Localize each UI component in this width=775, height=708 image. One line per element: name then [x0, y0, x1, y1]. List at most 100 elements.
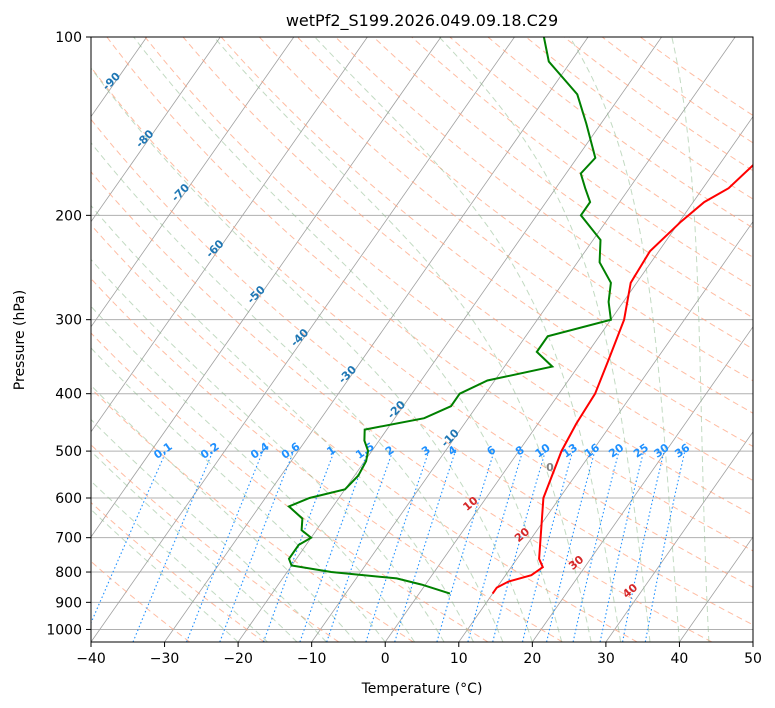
isotherm-label: -60: [203, 237, 226, 260]
mixing-ratio-line: [546, 450, 596, 642]
isotherm-line: [532, 326, 753, 642]
isotherm-label: -20: [385, 398, 408, 421]
y-tick-label: 900: [55, 595, 82, 611]
dry-adiabat-line: [91, 560, 191, 642]
mixing-ratio-line: [299, 450, 369, 642]
mixing-ratio-line: [521, 450, 574, 642]
dry-adiabat-line: [449, 37, 753, 258]
dry-adiabat-line: [91, 444, 340, 642]
x-tick-label: −40: [76, 651, 106, 667]
dry-adiabat-line: [91, 277, 563, 642]
dry-adiabat-line: [601, 37, 753, 144]
moist-adiabat-line: [133, 37, 563, 642]
moist-adiabat-line: [671, 37, 710, 642]
dry-adiabat-line: [373, 37, 753, 319]
dry-adiabat-line: [525, 37, 753, 200]
mixing-ratio-label: 0.2: [198, 440, 221, 462]
isotherm-line: [91, 37, 221, 223]
dry-adiabat-line: [91, 118, 753, 626]
isotherm-label: -30: [336, 363, 359, 386]
y-tick-label: 700: [55, 531, 82, 547]
dry-adiabat-line: [297, 37, 753, 382]
dry-adiabat-label: 30: [566, 553, 586, 573]
mixing-ratio-label: 16: [582, 441, 602, 461]
isotherm-line: [91, 37, 295, 328]
y-tick-label: 600: [55, 491, 82, 507]
x-tick-label: 30: [597, 651, 615, 667]
isotherm-line: [752, 641, 753, 642]
mixing-ratio-label: 20: [606, 441, 626, 461]
mixing-ratio-line: [492, 450, 546, 642]
dry-adiabat-line: [258, 37, 753, 414]
mixing-ratio-label: 25: [631, 441, 651, 460]
dry-adiabat-line: [487, 37, 753, 229]
moist-adiabat-line: [91, 305, 416, 642]
isotherm-line: [384, 115, 753, 642]
y-tick-label: 200: [55, 208, 82, 224]
moist-adiabat-line: [91, 204, 474, 642]
x-tick-label: 50: [744, 651, 762, 667]
mixing-ratio-line: [599, 450, 645, 642]
isotherm-line: [91, 37, 442, 538]
x-tick-label: 10: [450, 651, 468, 667]
dry-adiabat-line: [144, 37, 753, 516]
mixing-ratio-line: [262, 450, 335, 642]
mixing-ratio-line: [572, 450, 620, 642]
mixing-ratio-label: 0.1: [151, 440, 174, 462]
mixing-ratio-label: 13: [560, 441, 580, 460]
mixing-ratio-line: [436, 450, 495, 642]
isotherm-line: [679, 536, 753, 642]
dry-adiabat-line: [411, 37, 753, 288]
isotherm-line: [164, 37, 589, 642]
moist-adiabat-line: [314, 37, 622, 642]
plot-frame: [90, 36, 754, 643]
dry-adiabat-label: 10: [461, 494, 481, 514]
moist-adiabat-line: [91, 450, 298, 642]
isotherm-label: -80: [133, 127, 156, 150]
isotherm-label: -50: [245, 283, 268, 306]
mixing-ratio-line: [365, 450, 430, 642]
isotherm-line: [91, 37, 368, 433]
dry-adiabat-line: [91, 171, 713, 642]
isotherm-label: -40: [288, 326, 311, 349]
moist-adiabat-line: [91, 141, 504, 642]
dry-adiabat-label: 40: [620, 581, 640, 601]
isotherm-label: -70: [169, 181, 192, 204]
moist-adiabat-line: [213, 37, 592, 642]
moist-adiabat-line: [91, 258, 445, 642]
isotherm-label: -100: [36, 49, 65, 78]
isotherm-line: [0, 37, 73, 642]
mixing-ratio-line: [622, 450, 665, 642]
y-tick-label: 500: [55, 444, 82, 460]
mixing-ratio-line: [394, 450, 456, 642]
y-tick-label: 100: [55, 30, 82, 46]
x-tick-label: −20: [223, 651, 253, 667]
chart-title: wetPf2_S199.2026.049.09.18.C29: [286, 11, 558, 31]
isotherm-line: [605, 431, 753, 642]
mixing-ratio-label: 10: [533, 441, 553, 461]
dry-adiabat-line: [91, 224, 638, 642]
mixing-ratio-line: [91, 450, 167, 625]
x-axis-label: Temperature (°C): [361, 681, 483, 697]
dry-adiabat-label: 20: [512, 525, 532, 545]
x-tick-label: 40: [671, 651, 689, 667]
mixing-ratio-line: [132, 450, 214, 642]
moist-adiabat-line: [91, 347, 386, 642]
moist-adiabat-line: [91, 67, 533, 642]
dry-adiabat-line: [220, 37, 753, 448]
x-tick-label: −10: [297, 651, 327, 667]
mixing-ratio-label: 30: [651, 441, 671, 461]
mixing-ratio-line: [326, 450, 394, 642]
mixing-ratio-line: [186, 450, 264, 642]
isotherm-line: [91, 37, 515, 642]
mixing-ratio-line: [644, 450, 686, 642]
isotherm-label: -10: [439, 426, 462, 449]
temperature-profile-line: [491, 163, 753, 595]
y-tick-label: 1000: [46, 622, 82, 638]
dry-adiabat-line: [640, 37, 753, 117]
dewpoint-profile-line: [287, 37, 613, 595]
dry-adiabat-line: [106, 37, 753, 552]
dry-adiabat-line: [91, 332, 489, 642]
mixing-ratio-label: 0.6: [279, 440, 303, 462]
